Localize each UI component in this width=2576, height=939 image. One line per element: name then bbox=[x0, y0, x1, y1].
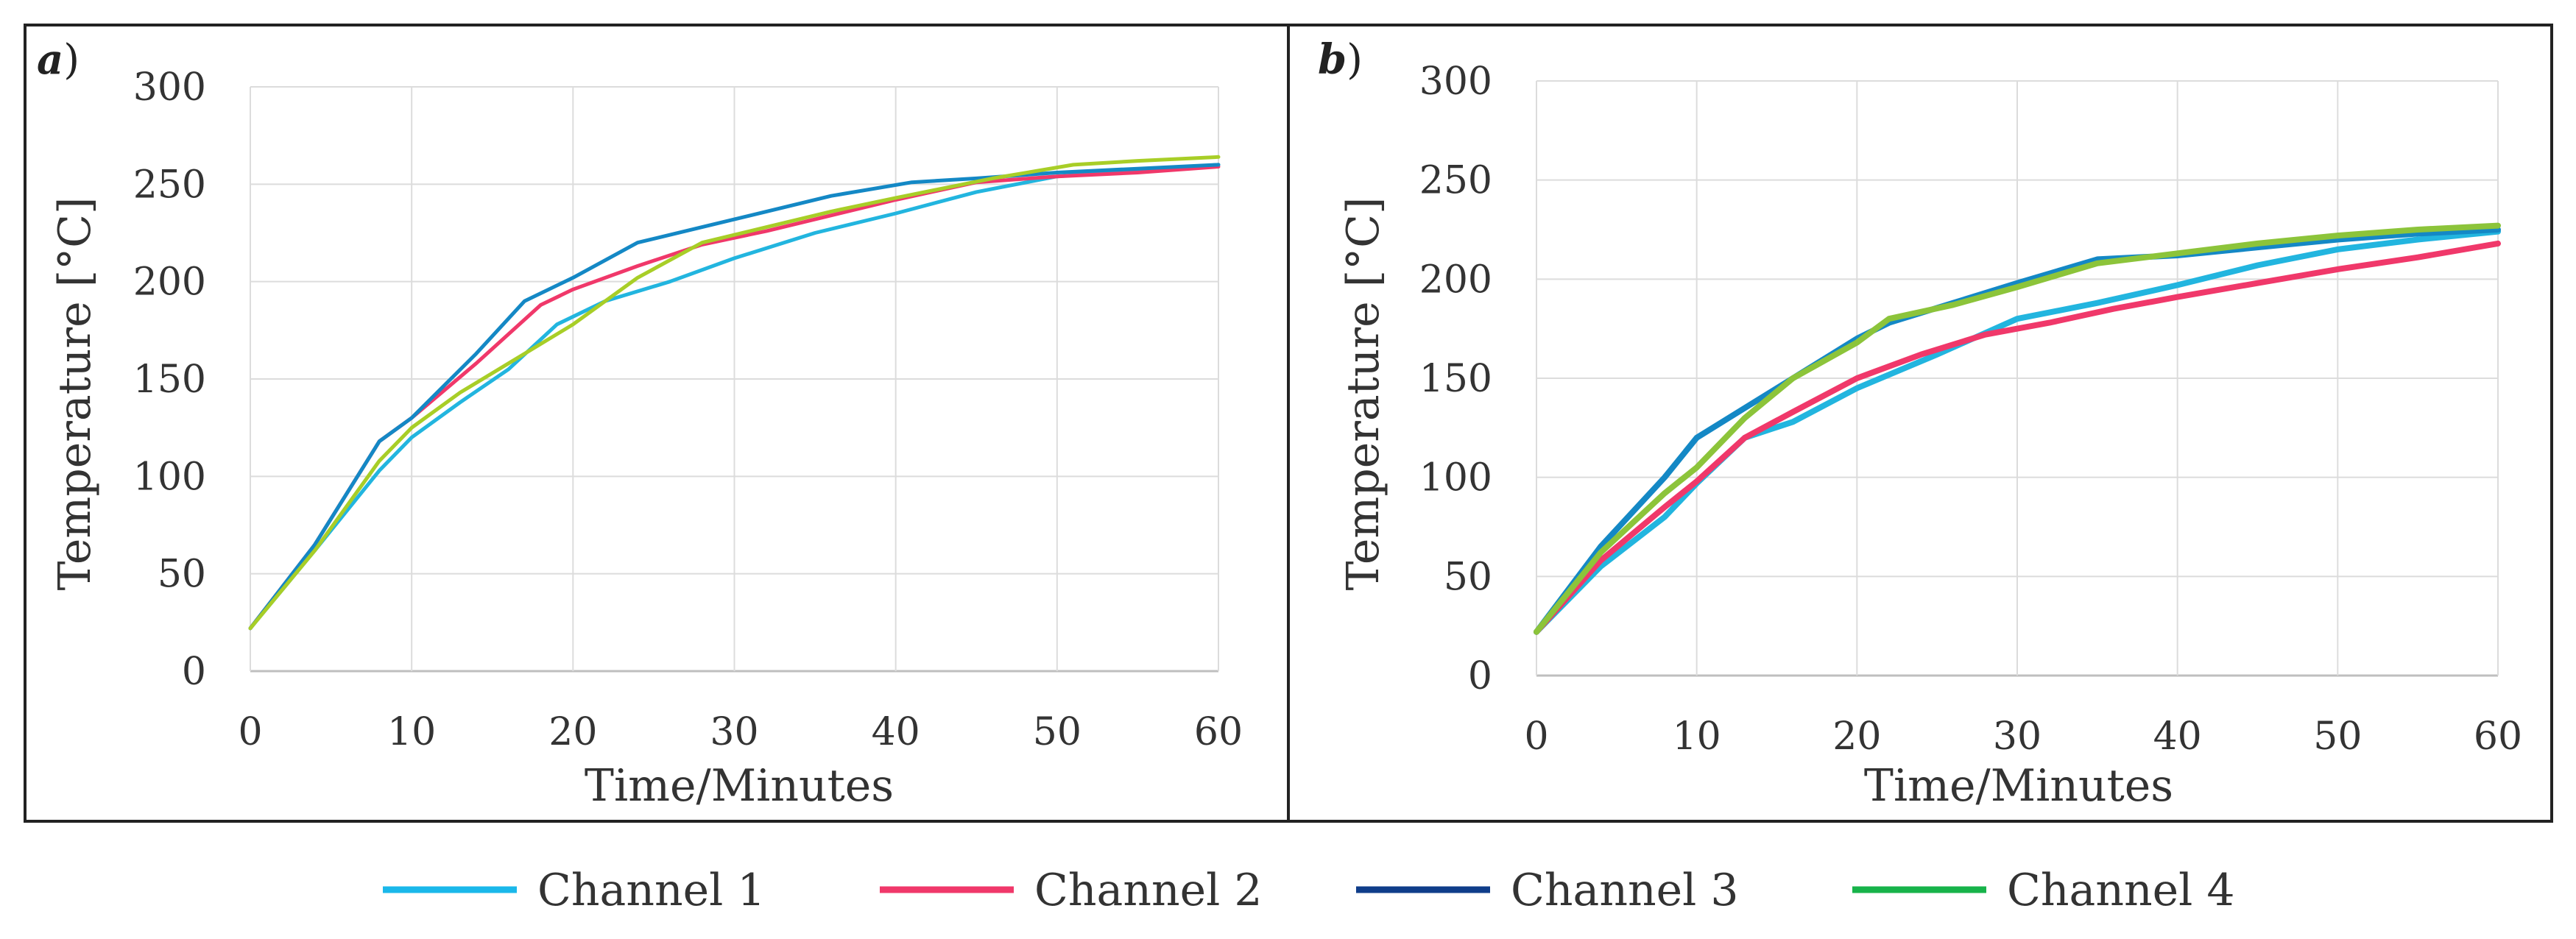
panel-b-x-tick-label: 40 bbox=[2153, 715, 2202, 759]
panel-b-frame bbox=[1287, 24, 2553, 823]
panel-b-series-channel-2 bbox=[1534, 240, 2501, 635]
panel-a-frame bbox=[24, 24, 1290, 823]
panel-a-y-tick-label: 50 bbox=[158, 553, 206, 597]
panel-a: a) 0 50 100 150 200 250 300 0 10 20 30 40 50 60 Tempe… bbox=[37, 35, 1243, 812]
panel-b-y-axis-label: Temperature [°C] bbox=[1338, 197, 1389, 591]
panel-a-x-tick-label: 60 bbox=[1194, 710, 1243, 754]
panel-b-y-tick-label: 200 bbox=[1419, 258, 1492, 302]
panel-b-x-axis-label: Time/Minutes bbox=[1864, 760, 2173, 812]
panel-b-paren: ) bbox=[1347, 36, 1363, 84]
panel-b-x-tick-label: 0 bbox=[1524, 715, 1548, 759]
legend-label-channel-3: Channel 3 bbox=[1511, 865, 1739, 916]
panel-a-y-axis-label: Temperature [°C] bbox=[49, 197, 101, 591]
panel-a-letter: a bbox=[37, 35, 63, 84]
panel-b-y-tick-label: 300 bbox=[1419, 60, 1492, 104]
panel-b-letter: b bbox=[1318, 35, 1347, 84]
panel-b-series-channel-4 bbox=[1534, 222, 2501, 635]
panel-b-label: b) bbox=[1318, 35, 1363, 84]
legend-label-channel-2: Channel 2 bbox=[1034, 865, 1263, 916]
panel-a-label: a) bbox=[37, 35, 80, 84]
panel-a-y-tick-label: 300 bbox=[133, 65, 206, 110]
panel-b-x-tick-label: 60 bbox=[2474, 715, 2522, 759]
legend-label-channel-4: Channel 4 bbox=[2007, 865, 2235, 916]
panel-b-x-tick-label: 30 bbox=[1993, 715, 2042, 759]
panel-a-y-tick-label: 150 bbox=[133, 358, 206, 402]
panel-a-series-channel-1 bbox=[248, 163, 1221, 631]
panel-a-x-tick-label: 0 bbox=[238, 710, 262, 754]
panel-a-x-tick-label: 50 bbox=[1033, 710, 1081, 754]
panel-a-x-tick-label: 40 bbox=[872, 710, 920, 754]
legend-label-channel-1: Channel 1 bbox=[537, 865, 766, 916]
panel-b-x-tick-label: 20 bbox=[1832, 715, 1881, 759]
panel-b-y-tick-label: 250 bbox=[1419, 159, 1492, 203]
panel-a-y-tick-label: 200 bbox=[133, 261, 206, 305]
panel-a-x-tick-label: 30 bbox=[710, 710, 758, 754]
panel-a-x-axis-label: Time/Minutes bbox=[585, 760, 894, 812]
panel-a-y-tick-label: 0 bbox=[182, 650, 206, 694]
legend: Channel 1 Channel 2 Channel 3 Channel 4 bbox=[383, 865, 2235, 916]
panel-a-x-tick-label: 10 bbox=[387, 710, 436, 754]
panel-a-y-tick-label: 100 bbox=[133, 455, 206, 499]
panel-a-x-tick-label: 20 bbox=[548, 710, 597, 754]
panel-b-y-tick-label: 0 bbox=[1468, 654, 1492, 698]
panel-b-y-tick-label: 100 bbox=[1419, 456, 1492, 500]
panel-a-y-tick-label: 250 bbox=[133, 163, 206, 207]
panel-a-series-channel-4 bbox=[248, 155, 1221, 631]
panel-b-series-channel-1 bbox=[1534, 228, 2501, 635]
panel-a-paren: ) bbox=[63, 36, 80, 84]
panel-b-y-tick-label: 50 bbox=[1444, 555, 1492, 599]
panel-b-x-tick-label: 50 bbox=[2313, 715, 2362, 759]
panel-b-y-tick-label: 150 bbox=[1419, 357, 1492, 401]
panel-b: b) 0 50 100 150 200 250 300 0 10 20 30 40 50 60 Tempe… bbox=[1318, 35, 2522, 812]
panel-b-x-tick-label: 10 bbox=[1673, 715, 1721, 759]
